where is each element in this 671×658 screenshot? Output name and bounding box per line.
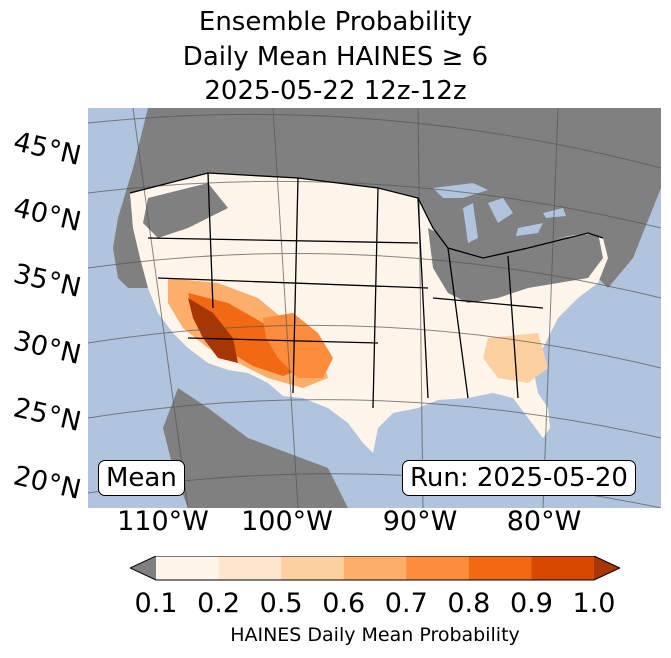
lon-label-100: 100°W [241, 506, 333, 537]
lon-label-80: 80°W [506, 506, 582, 537]
colorbar-tick-label: 0.9 [509, 588, 553, 619]
state-borders [129, 172, 604, 409]
lat-label-25: 25°N [10, 392, 84, 438]
colorbar-tick-label: 0.1 [134, 588, 178, 619]
colorbar-segment [343, 556, 407, 580]
colorbar-outline [130, 556, 620, 581]
colorbar-tick-label: 0.2 [197, 588, 241, 619]
colorbar-label: HAINES Daily Mean Probability [230, 624, 520, 646]
us-land [130, 173, 608, 453]
colorbar-tick-label: 0.5 [259, 588, 303, 619]
colorbar-tick-label: 0.7 [384, 588, 428, 619]
lat-label-30: 30°N [10, 325, 84, 371]
statistic-label: Mean [98, 460, 185, 496]
colorbar-segment [468, 556, 532, 580]
lon-label-90: 90°W [382, 506, 458, 537]
colorbar-segment [156, 556, 220, 580]
colorbar-tick-label: 1.0 [572, 588, 616, 619]
probability-blob-texas [263, 313, 333, 378]
lat-label-40: 40°N [10, 192, 84, 238]
probability-map [87, 107, 662, 509]
us-masked-north [143, 183, 228, 238]
us-masked-east [428, 228, 603, 303]
colorbar-over-arrow [594, 556, 620, 580]
colorbar-under-arrow [130, 556, 156, 580]
colorbar-segment [281, 556, 345, 580]
title-line-3: 2025-05-22 12z-12z [204, 76, 467, 106]
lon-label-110: 110°W [117, 506, 209, 537]
colorbar-segment [218, 556, 282, 580]
title-line-1: Ensemble Probability [198, 7, 473, 37]
lat-label-45: 45°N [10, 126, 84, 172]
colorbar [130, 556, 620, 581]
colorbar-tick-label: 0.6 [322, 588, 366, 619]
lat-label-35: 35°N [10, 258, 84, 304]
probability-blob-peak [188, 298, 238, 363]
great-lakes [433, 183, 566, 243]
title-line-2: Daily Mean HAINES ≥ 6 [182, 42, 489, 72]
colorbar-segment [406, 556, 470, 580]
run-date-label: Run: 2025-05-20 [402, 460, 636, 496]
lat-label-20: 20°N [10, 460, 84, 506]
mexico-region [163, 388, 348, 508]
probability-blob-southwest-core [188, 293, 303, 376]
map-panel [87, 107, 662, 509]
colorbar-tick-label: 0.8 [447, 588, 491, 619]
colorbar-segment [531, 556, 595, 580]
